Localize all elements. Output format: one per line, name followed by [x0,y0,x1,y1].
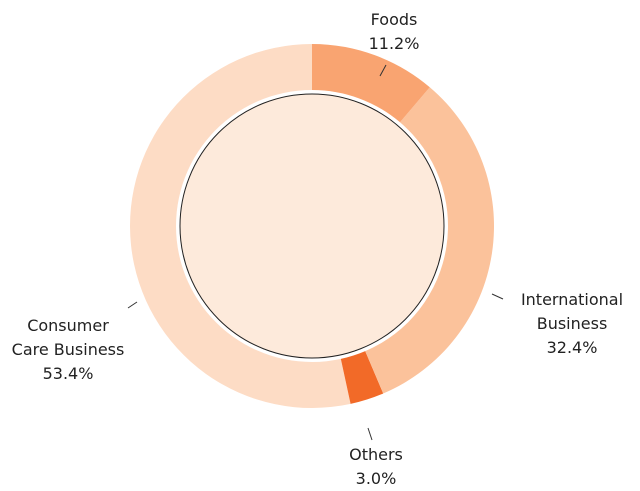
leader-line [127,301,138,309]
inner-circle [179,93,445,359]
value-label: 32.4% [546,338,598,357]
value-label: 11.2% [368,34,420,53]
value-label: 53.4% [42,364,94,383]
slice-label: Foods 11.2% [369,8,420,56]
donut-slice [340,351,384,404]
category-label: Consumer Care Business [11,316,125,359]
donut-slice [129,44,351,408]
donut-slice [312,44,430,123]
category-label: Others [349,445,403,464]
leader-line [491,293,504,300]
value-label: 3.0% [355,469,397,488]
slice-label: Consumer Care Business 53.4% [12,314,125,386]
leader-line [379,64,387,77]
leader-line [367,427,373,441]
category-label: Foods [370,10,418,29]
slice-label: International Business 32.4% [521,288,623,360]
category-label: International Business [520,290,624,333]
donut-slice [365,87,495,394]
slice-label: Others 3.0% [349,443,403,491]
